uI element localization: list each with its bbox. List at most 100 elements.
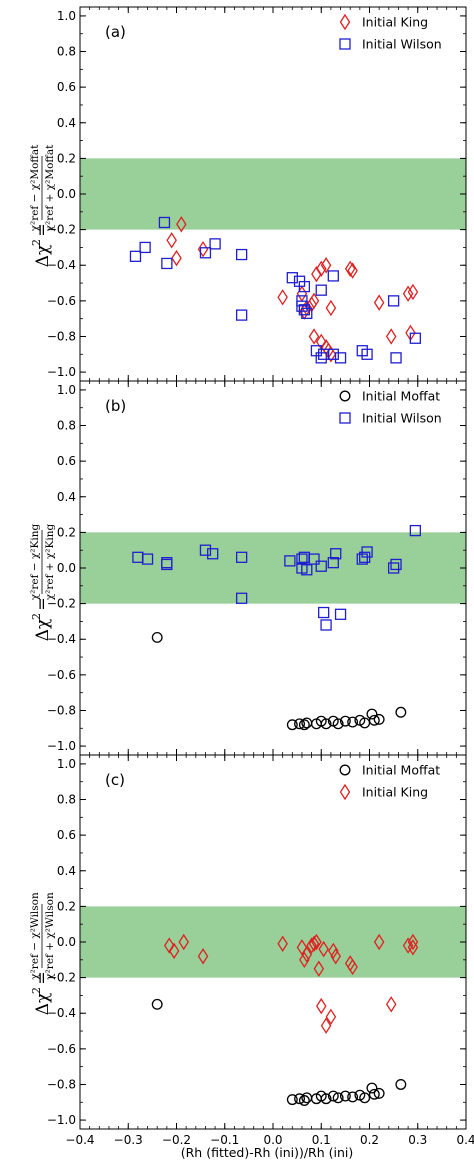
data-point-square: [235, 551, 248, 563]
data-point-circle: [347, 716, 359, 728]
data-point-square: [284, 555, 296, 567]
data-point-square: [409, 332, 421, 344]
data-point-square: [315, 352, 327, 364]
data-point-diamond: [344, 260, 356, 278]
green-band: [80, 906, 466, 978]
data-point-square: [298, 280, 311, 293]
data-point-circle: [301, 1092, 313, 1104]
data-point-square: [387, 562, 400, 574]
x-tick-label: −0.4: [65, 1133, 94, 1147]
y-tick-label: 0.4: [57, 864, 76, 878]
data-point-square: [320, 619, 332, 631]
data-point-square: [387, 295, 400, 307]
panel-letter: (a): [105, 23, 126, 41]
y-label-sup: 2: [30, 987, 43, 994]
y-label-lhs: Δχ: [33, 993, 53, 1016]
data-point-square: [235, 309, 248, 321]
y-tick-label: −0.2: [47, 971, 76, 985]
y-label-lhs: Δχ: [33, 245, 53, 268]
panel-a: −1.0 −0.8 −0.6 −0.4 −0.2 0.0 0.2 0.4 0.6 0.8 1.0 (a…: [29, 6, 467, 382]
y-label-eq: =: [32, 223, 51, 236]
y-tick-label: 0.2: [57, 899, 76, 913]
data-point-square: [301, 564, 313, 576]
data-point-circle: [366, 708, 378, 720]
data-point-diamond: [197, 241, 209, 258]
data-point-square: [330, 548, 342, 560]
data-point-circle: [347, 1091, 359, 1103]
y-tick-label: −0.8: [47, 329, 76, 343]
y-tick-label: 1.0: [57, 9, 76, 23]
data-point-diamond: [315, 997, 327, 1015]
data-point-circle: [359, 717, 371, 729]
x-tick-label: −0.1: [210, 1133, 239, 1147]
data-point-circle: [327, 1090, 339, 1102]
data-point-circle: [373, 1087, 385, 1099]
data-point-diamond: [306, 937, 317, 954]
data-point-diamond: [277, 935, 288, 952]
y-tick-label: 0.8: [57, 419, 76, 433]
data-point-square: [308, 553, 320, 565]
data-point-square: [334, 352, 347, 364]
y-axis-label: Δχ2 =χ²ref − χ²Moffat χ²ref + χ²Moffat: [29, 144, 56, 267]
x-tick-label: 0.4: [456, 1133, 474, 1147]
data-point-diamond: [330, 948, 341, 965]
data-point-square: [390, 558, 402, 571]
data-point-square: [129, 250, 142, 262]
data-point-circle: [368, 714, 380, 726]
data-point-square: [209, 238, 221, 250]
y-tick-label: 0.4: [57, 116, 76, 130]
y-tick-label: 0.8: [57, 45, 76, 59]
y-axis-label: Δχ2 =χ²ref − χ²Wilson χ²ref + χ²Wilson: [29, 892, 56, 1015]
data-point-diamond: [373, 294, 385, 311]
data-point-circle: [151, 998, 163, 1010]
data-point-diamond: [318, 940, 329, 958]
y-tick-label: −0.6: [47, 294, 76, 308]
y-tick-label: 0.6: [57, 828, 76, 842]
data-point-square: [158, 216, 171, 229]
x-tick-label: 0.0: [263, 1133, 282, 1147]
x-tick-label: 0.2: [360, 1133, 379, 1147]
y-label-denominator: χ²ref + χ²King: [44, 524, 56, 601]
data-point-square: [327, 348, 339, 360]
data-point-square: [327, 270, 339, 282]
data-point-diamond: [308, 292, 320, 310]
data-point-square: [286, 272, 298, 284]
data-point-diamond: [178, 933, 190, 951]
y-label-numerator: χ²ref − χ²King: [29, 524, 41, 601]
data-point-diamond: [347, 262, 358, 279]
data-point-circle: [294, 1093, 305, 1105]
legend-label: Initial King: [362, 15, 428, 30]
data-point-square: [315, 560, 327, 572]
y-tick-label: −0.2: [47, 223, 76, 237]
legend-marker: [339, 390, 351, 402]
data-point-circle: [339, 1090, 351, 1102]
legend-label: Initial Moffat: [362, 763, 440, 778]
data-point-square: [235, 592, 248, 604]
data-point-circle: [151, 632, 163, 643]
y-tick-label: 0.4: [57, 490, 76, 504]
green-band: [80, 532, 466, 604]
y-tick-label: 0.0: [57, 561, 76, 575]
data-point-square: [361, 546, 373, 558]
y-label-sup: 2: [30, 613, 43, 620]
data-point-circle: [332, 718, 344, 730]
y-tick-label: −1.0: [47, 365, 76, 379]
legend-label: Initial Wilson: [362, 411, 442, 426]
y-label-numerator: χ²ref − χ²Wilson: [29, 892, 41, 980]
data-point-diamond: [277, 289, 288, 306]
data-point-circle: [320, 718, 332, 730]
y-tick-label: −0.8: [47, 1077, 76, 1091]
data-point-square: [235, 248, 248, 261]
data-point-circle: [368, 1088, 380, 1100]
data-point-square: [409, 524, 421, 537]
x-tick-label: 0.3: [408, 1133, 427, 1147]
data-point-diamond: [407, 283, 419, 301]
data-point-diamond: [308, 328, 320, 345]
x-tick-label: 0.1: [312, 1133, 331, 1147]
y-tick-label: −0.6: [47, 668, 76, 682]
green-band: [80, 158, 466, 230]
data-point-square: [141, 553, 154, 565]
y-tick-label: 0.2: [57, 525, 76, 539]
data-point-square: [199, 544, 212, 556]
y-tick-label: 1.0: [57, 383, 76, 397]
